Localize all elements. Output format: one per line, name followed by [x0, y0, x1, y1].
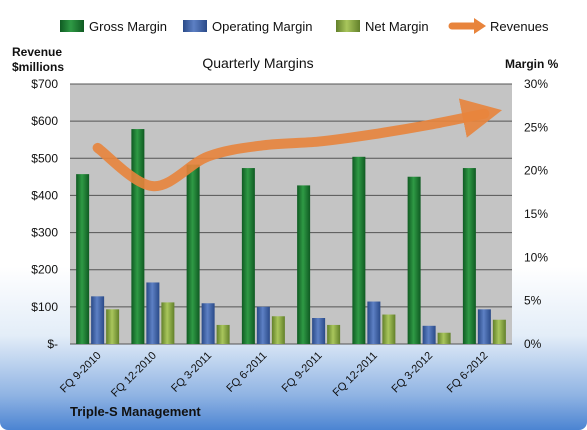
legend-arrowhead: [474, 18, 486, 34]
x-tick-label: FQ 6-2011: [224, 350, 269, 395]
net-margin-bar: [271, 316, 285, 344]
left-tick-label: $400: [31, 188, 58, 202]
right-tick-label: 10%: [524, 250, 548, 264]
operating-margin-bar: [422, 325, 436, 344]
net-margin-bar: [216, 324, 230, 344]
x-tick-label: FQ 9-2010: [58, 350, 104, 396]
operating-margin-bar: [256, 306, 270, 344]
operating-margin-bar: [146, 282, 160, 344]
legend: Gross Margin Operating Margin Net Margin Re…: [60, 18, 549, 34]
right-tick-label: 25%: [524, 120, 548, 134]
operating-margin-bar: [367, 301, 381, 344]
operating-margin-bar: [91, 296, 105, 344]
right-tick-label: 30%: [524, 77, 548, 91]
operating-margin-bar: [477, 309, 491, 344]
gross-margin-bar: [462, 168, 476, 344]
left-axis-ticks: $- $100 $200 $300 $400 $500 $600 $700: [31, 77, 58, 351]
net-margin-bar: [382, 314, 396, 344]
left-tick-label: $200: [31, 263, 58, 277]
legend-swatch-net-margin: [336, 20, 360, 32]
gross-margin-bar: [352, 156, 366, 344]
left-tick-label: $600: [31, 114, 58, 128]
net-margin-bar: [492, 319, 506, 344]
chart-title: Quarterly Margins: [202, 55, 313, 71]
revenue-line-layer: [92, 98, 503, 192]
revenues-line: [92, 98, 503, 192]
footer-company: Triple-S Management: [70, 404, 201, 419]
gross-margin-bar: [131, 129, 145, 344]
net-margin-bar: [327, 324, 341, 344]
legend-label: Gross Margin: [89, 19, 167, 34]
x-tick-label: FQ 12-2011: [331, 350, 380, 399]
right-tick-label: 5%: [524, 294, 542, 308]
gross-margin-bar: [407, 176, 421, 344]
x-axis-ticks: FQ 9-2010 FQ 12-2010 FQ 3-2011 FQ 6-2011 FQ …: [58, 350, 490, 400]
gross-margin-bar: [297, 185, 311, 344]
x-tick-label: FQ 3-2012: [390, 350, 436, 396]
left-axis-label-line2: $millions: [12, 60, 64, 74]
left-tick-label: $700: [31, 77, 58, 91]
left-tick-label: $300: [31, 226, 58, 240]
net-margin-bar: [161, 302, 175, 344]
x-tick-label: FQ 9-2011: [280, 350, 325, 395]
left-axis-label-line1: Revenue: [12, 45, 62, 59]
right-tick-label: 15%: [524, 207, 548, 221]
gross-margin-bar: [186, 164, 200, 344]
operating-margin-bar: [201, 303, 215, 344]
legend-label: Operating Margin: [212, 19, 312, 34]
legend-label: Net Margin: [365, 19, 429, 34]
right-tick-label: 20%: [524, 164, 548, 178]
legend-swatch-operating-margin: [183, 20, 207, 32]
left-tick-label: $100: [31, 300, 58, 314]
gross-margin-bar: [241, 168, 255, 344]
left-tick-label: $500: [31, 151, 58, 165]
net-margin-bar: [106, 309, 120, 344]
operating-margin-bar: [312, 318, 326, 344]
x-tick-label: FQ 6-2012: [445, 350, 491, 396]
legend-label: Revenues: [490, 19, 549, 34]
right-axis-ticks: 0% 5% 10% 15% 20% 25% 30%: [524, 77, 548, 351]
net-margin-bar: [437, 332, 451, 344]
right-tick-label: 0%: [524, 337, 542, 351]
x-tick-label: FQ 3-2011: [169, 350, 214, 395]
right-axis-label: Margin %: [505, 57, 559, 71]
gross-margin-bar: [76, 174, 90, 344]
legend-swatch-gross-margin: [60, 20, 84, 32]
left-tick-label: $-: [47, 337, 58, 351]
x-tick-label: FQ 12-2010: [109, 350, 159, 400]
